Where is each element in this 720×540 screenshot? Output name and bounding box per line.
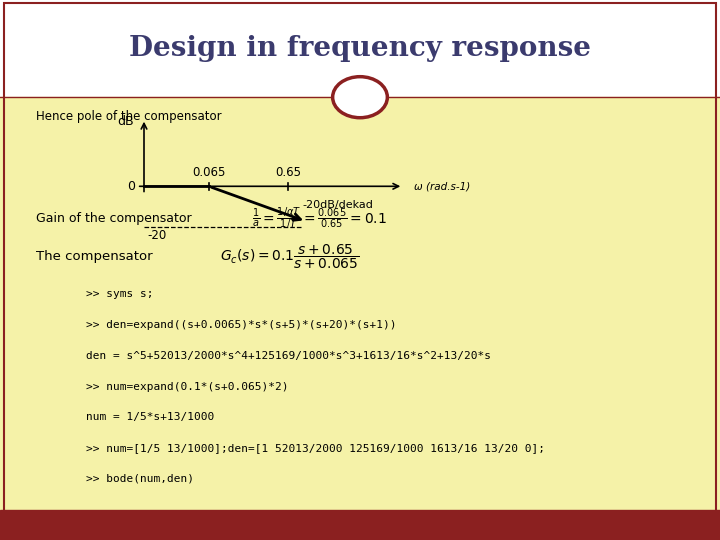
Text: >> den=expand((s+0.0065)*s*(s+5)*(s+20)*(s+1)): >> den=expand((s+0.0065)*s*(s+5)*(s+20)*… xyxy=(86,320,397,330)
Text: ω (rad.s-1): ω (rad.s-1) xyxy=(414,181,470,191)
Text: >> syms s;: >> syms s; xyxy=(86,289,154,299)
Text: $\frac{1}{a} = \frac{1/\alpha T}{1/T} = \frac{0.065}{0.65} = 0.1$: $\frac{1}{a} = \frac{1/\alpha T}{1/T} = … xyxy=(252,206,387,232)
Text: dB: dB xyxy=(117,115,135,128)
Bar xyxy=(0,0,720,97)
Text: >> num=expand(0.1*(s+0.065)*2): >> num=expand(0.1*(s+0.065)*2) xyxy=(86,382,289,392)
Text: -20: -20 xyxy=(148,230,167,242)
Text: >> bode(num,den): >> bode(num,den) xyxy=(86,474,194,484)
Text: $G_c(s)=0.1\dfrac{s+0.65}{s+0.065}$: $G_c(s)=0.1\dfrac{s+0.65}{s+0.065}$ xyxy=(220,242,359,271)
Bar xyxy=(0,97,720,510)
Text: Gain of the compensator: Gain of the compensator xyxy=(36,212,192,225)
Text: >> num=[1/5 13/1000];den=[1 52013/2000 125169/1000 1613/16 13/20 0];: >> num=[1/5 13/1000];den=[1 52013/2000 1… xyxy=(86,443,546,453)
Text: -20dB/dekad: -20dB/dekad xyxy=(302,199,373,210)
Text: The compensator: The compensator xyxy=(36,250,153,263)
Text: 0.065: 0.065 xyxy=(192,166,225,179)
Circle shape xyxy=(333,77,387,118)
Text: num = 1/5*s+13/1000: num = 1/5*s+13/1000 xyxy=(86,413,215,422)
Bar xyxy=(0,510,720,540)
Text: Hence pole of the compensator: Hence pole of the compensator xyxy=(36,110,222,123)
Text: den = s^5+52013/2000*s^4+125169/1000*s^3+1613/16*s^2+13/20*s: den = s^5+52013/2000*s^4+125169/1000*s^3… xyxy=(86,351,491,361)
Text: 0: 0 xyxy=(127,180,135,193)
Text: 0.65: 0.65 xyxy=(275,166,301,179)
Text: Design in frequency response: Design in frequency response xyxy=(129,35,591,62)
